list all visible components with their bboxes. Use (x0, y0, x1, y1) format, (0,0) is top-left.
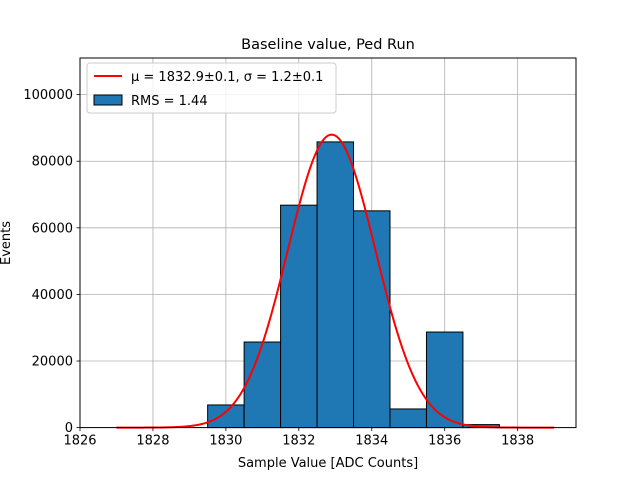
legend-histogram-swatch (93, 94, 123, 106)
y-axis-label: Events (0, 221, 14, 265)
y-tick-label: 40000 (32, 288, 73, 303)
histogram-bar (243, 341, 282, 429)
y-tick-label: 20000 (32, 355, 73, 370)
legend-histogram-label: RMS = 1.44 (131, 94, 208, 109)
chart-title: Baseline value, Ped Run (241, 37, 415, 53)
x-tick-label: 1832 (282, 434, 315, 449)
legend-fit-label: μ = 1832.9±0.1, σ = 1.2±0.1 (131, 70, 323, 85)
histogram-bar (207, 404, 245, 429)
axes-frame (79, 57, 577, 429)
histogram-bar (280, 204, 318, 429)
histogram-bar (389, 408, 427, 429)
x-tick-label: 1834 (355, 434, 388, 449)
histogram-bar (425, 331, 464, 429)
histogram-bar (353, 210, 391, 429)
legend: μ = 1832.9±0.1, σ = 1.2±0.1 RMS = 1.44 (86, 62, 337, 114)
x-tick-label: 1838 (501, 434, 534, 449)
x-tick-label: 1828 (136, 434, 169, 449)
y-axis-ticks: 0 20000 40000 60000 80000 100000 (23, 88, 80, 436)
y-tick-label: 80000 (32, 155, 73, 170)
legend-box (86, 62, 337, 114)
histogram-bar (316, 141, 355, 429)
y-tick-label: 0 (65, 421, 73, 436)
gaussian-fit-curve (116, 133, 555, 429)
y-tick-label: 100000 (23, 88, 73, 103)
y-tick-label: 60000 (32, 221, 73, 236)
x-tick-label: 1826 (63, 434, 96, 449)
x-axis-label: Sample Value [ADC Counts] (238, 456, 418, 471)
x-tick-label: 1830 (209, 434, 242, 449)
x-axis-ticks: 1826 1828 1830 1832 1834 1836 1838 (63, 427, 534, 449)
x-tick-label: 1836 (428, 434, 461, 449)
